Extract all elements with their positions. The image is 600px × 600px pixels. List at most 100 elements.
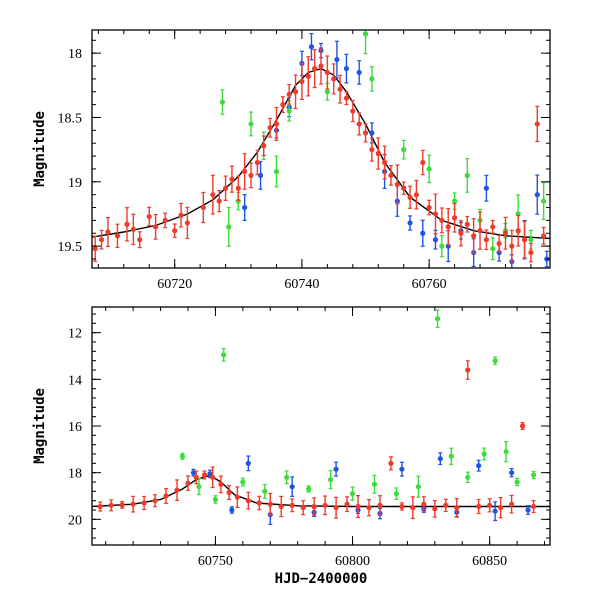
red-data-point — [476, 498, 482, 515]
red-data-point — [130, 213, 136, 246]
red-data-point — [174, 479, 180, 502]
red-data-point — [184, 206, 191, 240]
red-data-point — [261, 135, 267, 157]
red-data-point — [318, 47, 324, 85]
red-data-point — [410, 496, 416, 520]
red-data-point — [528, 242, 534, 263]
red-data-point — [305, 56, 311, 97]
green-data-point — [273, 155, 280, 188]
red-data-point — [97, 501, 103, 512]
red-data-point — [369, 137, 375, 162]
green-data-point — [393, 487, 400, 500]
red-data-point — [432, 500, 438, 518]
red-data-point — [432, 193, 439, 235]
red-data-point — [521, 220, 528, 259]
red-data-point — [254, 149, 260, 176]
red-data-point — [286, 83, 292, 105]
green-data-point — [369, 66, 375, 92]
red-data-point — [234, 486, 240, 509]
red-data-point — [218, 475, 224, 494]
red-data-point — [362, 123, 369, 143]
red-data-point — [324, 55, 330, 90]
y-tick-label: 12 — [68, 327, 82, 342]
red-data-point — [477, 211, 483, 250]
red-data-point — [388, 456, 394, 471]
red-data-point — [193, 470, 199, 485]
blue-data-point — [525, 505, 531, 515]
y-tick-label: 20 — [68, 513, 82, 528]
green-data-point — [465, 471, 471, 484]
red-data-point — [153, 213, 159, 240]
red-data-point — [445, 208, 451, 246]
plot-area — [92, 309, 550, 525]
red-data-point — [394, 164, 400, 205]
y-axis-label: Magnitude — [32, 388, 48, 464]
red-data-point — [530, 499, 537, 514]
green-data-point — [503, 441, 509, 463]
red-data-point — [443, 498, 449, 513]
green-data-point — [212, 495, 219, 504]
red-data-point — [458, 220, 464, 247]
red-data-point — [401, 181, 407, 195]
red-data-point — [375, 137, 381, 170]
red-data-point — [201, 470, 208, 480]
green-data-point — [371, 474, 378, 494]
green-data-point — [439, 234, 445, 258]
x-tick-label: 60850 — [472, 554, 507, 569]
red-data-point — [119, 501, 125, 509]
green-data-point — [448, 447, 454, 466]
green-data-point — [240, 477, 246, 487]
red-data-point — [242, 153, 248, 190]
red-data-point — [350, 99, 356, 123]
red-data-point — [163, 488, 169, 504]
red-data-point — [200, 191, 206, 224]
green-data-point — [349, 486, 356, 501]
green-data-point — [481, 447, 487, 461]
red-data-point — [98, 229, 105, 250]
red-data-point — [210, 174, 216, 215]
bottom-panel: 60750 60800 60850 12 14 16 18 20 Magnitude HJD−24… — [32, 306, 551, 587]
green-data-point — [541, 182, 547, 221]
green-data-point — [530, 470, 537, 480]
blue-data-point — [356, 60, 362, 85]
blue-data-point — [492, 501, 498, 522]
red-data-point — [312, 49, 318, 89]
red-data-point — [289, 498, 295, 513]
green-data-point — [514, 477, 520, 487]
blue-data-point — [257, 160, 264, 190]
blue-data-point — [229, 506, 235, 514]
red-data-point — [108, 499, 114, 512]
green-data-point — [415, 475, 421, 498]
x-tick-label: 60750 — [198, 554, 233, 569]
red-data-point — [366, 498, 372, 517]
axes-frame — [91, 29, 551, 269]
y-tick-label: 14 — [68, 373, 82, 388]
green-data-point — [226, 206, 232, 247]
red-data-point — [451, 203, 458, 233]
red-data-point — [222, 175, 229, 201]
x-tick-label: 60800 — [335, 554, 370, 569]
blue-data-point — [334, 40, 340, 79]
blue-data-point — [483, 174, 489, 202]
red-data-point — [541, 226, 547, 245]
red-data-point — [130, 495, 136, 513]
model-curve — [92, 67, 550, 240]
red-data-point — [407, 185, 413, 209]
red-data-point — [141, 495, 147, 511]
red-data-point — [311, 497, 317, 516]
green-data-point — [196, 478, 202, 496]
red-data-point — [124, 207, 130, 242]
red-data-point — [337, 74, 343, 104]
blue-data-point — [476, 459, 482, 472]
red-data-point — [355, 494, 361, 519]
green-data-point — [179, 452, 186, 460]
red-data-point — [152, 494, 158, 508]
y-tick-label: 19.5 — [58, 240, 83, 255]
blue-data-point — [289, 476, 295, 498]
red-data-point — [465, 360, 471, 380]
x-axis-label: HJD−2400000 — [275, 571, 368, 587]
blue-data-point — [534, 174, 540, 215]
green-data-point — [248, 111, 254, 137]
blue-data-point — [407, 215, 413, 231]
red-data-point — [245, 491, 251, 510]
